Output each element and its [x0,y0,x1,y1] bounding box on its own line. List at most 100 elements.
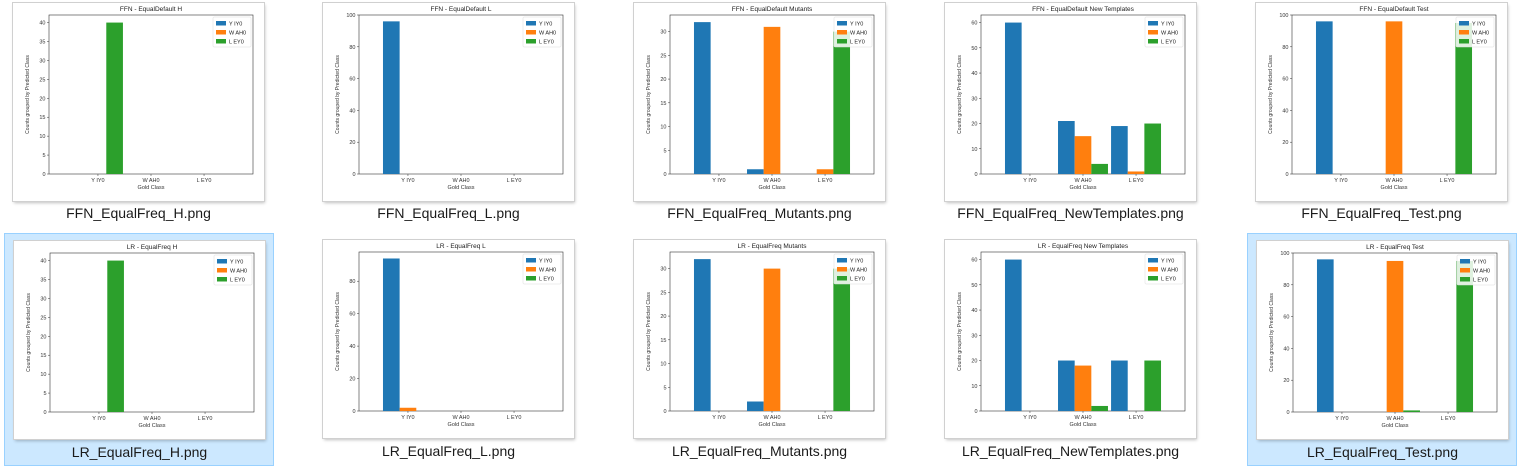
file-thumbnail[interactable]: LR - EqualFreq Test 0 20 40 60 80 100 Counts gr… [1257,241,1508,439]
legend-label: W AH0 [850,268,867,274]
bar [763,26,781,174]
y-tick-label: 20 [1283,378,1289,384]
file-thumbnail[interactable]: FFN - EqualDefault L 0 20 40 60 80 100 Counts g… [323,3,574,201]
legend-swatch [1148,39,1158,44]
legend-swatch [1148,276,1158,281]
legend-swatch [526,267,536,272]
y-tick-label: 60 [1283,315,1289,321]
y-tick-label: 25 [660,290,666,296]
legend-swatch [1460,268,1470,273]
x-tick-label: W AH0 [142,178,159,184]
chart-title: LR - EqualFreq Mutants [737,243,807,250]
legend-label: W AH0 [229,31,246,37]
legend-label: L EY0 [539,40,554,46]
file-name-label[interactable]: FFN_EqualFreq_L.png [377,205,520,221]
bar [382,21,400,174]
legend-swatch [837,21,847,26]
x-tick-label: W AH0 [143,416,160,422]
file-thumbnail[interactable]: FFN - EqualDefault H 0 5 10 15 20 25 30 35 40 Coun… [13,3,264,201]
file-tile[interactable]: FFN - EqualDefault H 0 5 10 15 20 25 30 35 40 Coun… [4,0,274,230]
y-tick-label: 10 [660,362,666,368]
legend-swatch [837,30,847,35]
chart-title: LR - EqualFreq H [127,244,178,251]
file-tile[interactable]: LR - EqualFreq Test 0 20 40 60 80 100 Counts gr… [1247,233,1517,466]
file-thumbnail[interactable]: LR - EqualFreq Mutants 0 5 10 15 20 25 30 Counts… [634,240,885,438]
y-tick-label: 10 [660,125,666,131]
x-axis-label: Gold Class [448,185,475,191]
y-tick-label: 20 [349,377,355,383]
file-name-label[interactable]: LR_EqualFreq_Mutants.png [671,443,848,459]
file-tile[interactable]: FFN - EqualDefault Test 0 20 40 60 80 100 Count… [1247,0,1517,230]
bar [833,268,851,411]
legend-label: L EY0 [1161,40,1176,46]
x-tick-label: L EY0 [198,416,213,422]
x-tick-label: Y IY0 [401,415,414,421]
file-tile[interactable]: LR - EqualFreq New Templates 0 10 20 30 40 50 6… [936,233,1206,466]
y-tick-label: 0 [43,410,46,416]
bar [1385,21,1403,174]
x-tick-label: L EY0 [1129,178,1144,184]
file-tile[interactable]: LR - EqualFreq Mutants 0 5 10 15 20 25 30 Counts… [625,233,895,466]
y-tick-label: 10 [39,134,45,140]
legend-label: W AH0 [230,269,247,275]
x-axis-label: Gold Class [1381,185,1408,191]
file-tile[interactable]: FFN - EqualDefault Mutants 0 5 10 15 20 25 30 Co… [625,0,895,230]
y-tick-label: 80 [349,279,355,285]
x-tick-label: W AH0 [1074,415,1091,421]
x-tick-label: Y IY0 [712,415,725,421]
y-tick-label: 60 [349,312,355,318]
y-tick-label: 35 [40,278,46,284]
y-axis-label: Counts grouped by Predicted Class [646,55,652,134]
legend-label: Y IY0 [539,22,552,28]
file-thumbnail[interactable]: FFN - EqualDefault Mutants 0 5 10 15 20 25 30 Co… [634,3,885,201]
chart-title: FFN - EqualDefault H [120,6,182,13]
file-name-label[interactable]: FFN_EqualFreq_Test.png [1301,205,1462,221]
file-thumbnail[interactable]: LR - EqualFreq New Templates 0 10 20 30 40 50 6… [945,240,1196,438]
y-tick-label: 20 [40,334,46,340]
y-tick-label: 25 [40,315,46,321]
file-name-label[interactable]: LR_EqualFreq_Test.png [1307,444,1458,460]
y-tick-label: 40 [971,308,977,314]
x-tick-label: L EY0 [507,178,522,184]
legend-label: W AH0 [539,268,556,274]
y-tick-label: 20 [660,314,666,320]
file-thumbnail[interactable]: FFN - EqualDefault New Templates 0 10 20 30 4… [945,3,1196,201]
file-tile[interactable]: FFN - EqualDefault L 0 20 40 60 80 100 Counts g… [314,0,584,230]
legend-swatch [1148,267,1158,272]
file-tile[interactable]: LR - EqualFreq H 0 5 10 15 20 25 30 35 40 Counts g… [4,233,274,466]
y-tick-label: 15 [39,115,45,121]
legend-label: L EY0 [539,277,554,283]
legend-swatch [526,39,536,44]
bar [693,22,711,175]
bar [1111,360,1128,411]
file-name-label[interactable]: LR_EqualFreq_NewTemplates.png [961,443,1180,459]
bar [1403,410,1420,412]
x-tick-label: W AH0 [763,415,780,421]
legend-swatch [837,267,847,272]
file-tile[interactable]: FFN - EqualDefault New Templates 0 10 20 30 4… [936,0,1206,230]
file-name-label[interactable]: FFN_EqualFreq_Mutants.png [667,205,852,221]
legend-label: Y IY0 [230,260,243,266]
file-name-label[interactable]: LR_EqualFreq_L.png [381,443,516,459]
bar [1315,21,1333,174]
y-tick-label: 25 [39,77,45,83]
y-tick-label: 40 [971,71,977,77]
y-tick-label: 40 [40,259,46,265]
file-thumbnail[interactable]: FFN - EqualDefault Test 0 20 40 60 80 100 Count… [1256,3,1507,201]
legend-label: W AH0 [1472,31,1489,37]
legend-label: Y IY0 [1161,259,1174,265]
file-name-label[interactable]: FFN_EqualFreq_NewTemplates.png [957,205,1184,221]
y-tick-label: 30 [971,96,977,102]
file-tile[interactable]: LR - EqualFreq L 0 20 40 60 80 Counts grouped … [314,233,584,466]
chart-title: LR - EqualFreq New Templates [1038,243,1129,250]
y-tick-label: 0 [974,409,977,415]
x-tick-label: L EY0 [507,415,522,421]
y-tick-label: 60 [971,258,977,264]
y-tick-label: 5 [43,391,46,397]
file-thumbnail[interactable]: LR - EqualFreq H 0 5 10 15 20 25 30 35 40 Counts g… [14,241,265,439]
bar [1386,260,1404,412]
file-name-label[interactable]: FFN_EqualFreq_H.png [66,205,211,221]
file-name-label[interactable]: LR_EqualFreq_H.png [71,444,208,460]
file-thumbnail[interactable]: LR - EqualFreq L 0 20 40 60 80 Counts grouped … [323,240,574,438]
y-tick-label: 40 [1282,108,1288,114]
